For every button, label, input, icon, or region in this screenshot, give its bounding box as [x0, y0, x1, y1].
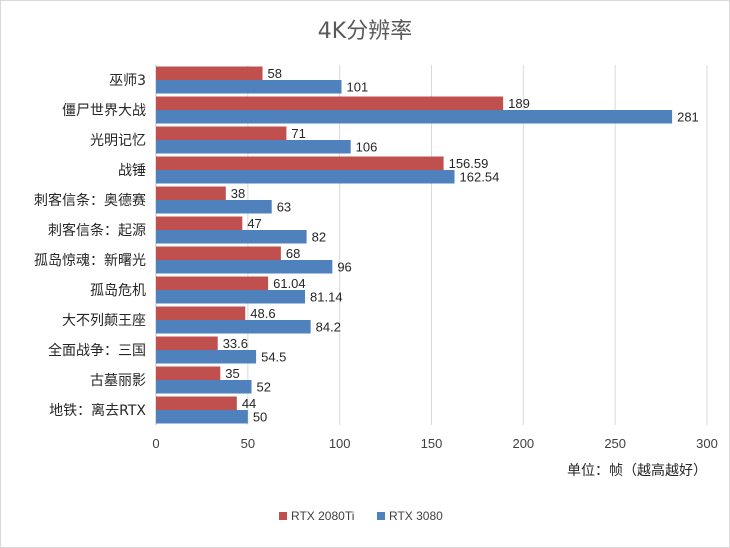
category-label: 大不列颠王座 [62, 313, 146, 329]
bar-rtx-3080 [156, 110, 673, 124]
bar-rtx-3080 [156, 320, 311, 334]
grid-lines [155, 65, 708, 425]
data-label: 52 [257, 380, 271, 395]
x-tick-label: 50 [241, 436, 255, 451]
x-tick-label: 200 [512, 436, 534, 451]
category-label: 光明记忆 [90, 133, 146, 149]
legend-swatch [377, 512, 385, 520]
bar-rtx-2080ti [156, 276, 269, 290]
bar-rtx-2080ti [156, 396, 237, 410]
data-label: 48.6 [250, 306, 275, 321]
data-label: 61.04 [273, 276, 306, 291]
x-tick-label: 150 [421, 436, 443, 451]
data-label: 189 [508, 96, 530, 111]
data-label: 68 [286, 246, 300, 261]
data-label: 71 [291, 126, 305, 141]
chart-title: 4K分辨率 [318, 19, 412, 44]
category-labels: 巫师3 僵尸世界大战光明记忆战锤刺客信条：奥德赛刺客信条：起源孤岛惊魂：新曙光孤岛… [34, 73, 146, 419]
data-label: 82 [312, 230, 326, 245]
data-label: 156.59 [449, 156, 489, 171]
bar-rtx-2080ti [156, 186, 226, 200]
data-label: 162.54 [460, 170, 500, 185]
bar-rtx-3080 [156, 170, 455, 184]
bar-rtx-3080 [156, 410, 248, 424]
bar-rtx-2080ti [156, 66, 263, 80]
bar-rtx-3080 [156, 80, 342, 94]
data-label: 63 [277, 200, 291, 215]
bar-rtx-2080ti [156, 306, 246, 320]
category-label: 全面战争：三国 [48, 342, 146, 359]
bar-rtx-3080 [156, 350, 257, 364]
x-tick-label: 0 [152, 436, 159, 451]
bar-rtx-3080 [156, 200, 272, 214]
data-label: 38 [231, 186, 245, 201]
bar-rtx-2080ti [156, 246, 281, 260]
data-label: 96 [337, 260, 351, 275]
category-label: 刺客信条：起源 [48, 222, 146, 239]
bar-rtx-2080ti [156, 336, 218, 350]
legend-label: RTX 2080Ti [291, 509, 354, 523]
data-label: 50 [253, 410, 267, 425]
category-label: 孤岛危机 [90, 283, 146, 299]
bar-rtx-2080ti [156, 126, 287, 140]
bar-rtx-3080 [156, 140, 351, 154]
data-label: 47 [247, 216, 261, 231]
data-label: 58 [268, 66, 282, 81]
data-label: 81.14 [310, 290, 343, 305]
data-label: 44 [242, 396, 256, 411]
x-tick-label: 100 [329, 436, 351, 451]
category-label: 僵尸世界大战 [62, 103, 146, 119]
category-label: 刺客信条：奥德赛 [34, 192, 146, 209]
data-label: 281 [677, 110, 699, 125]
data-label: 35 [225, 366, 239, 381]
category-label: 战锤 [118, 163, 146, 179]
data-label: 54.5 [261, 350, 286, 365]
bar-rtx-3080 [156, 230, 307, 244]
category-label: 地铁：离去RTX [49, 402, 146, 419]
data-label: 101 [347, 80, 369, 95]
data-label: 84.2 [316, 320, 341, 335]
x-tick-labels: 0 50 100 150 200 250 300 [152, 436, 717, 451]
bar-rtx-2080ti [156, 366, 221, 380]
data-label: 33.6 [223, 336, 248, 351]
category-label: 孤岛惊魂：新曙光 [34, 253, 146, 269]
bar-rtx-2080ti [156, 96, 504, 110]
legend-label: RTX 3080 [389, 509, 443, 523]
bar-rtx-3080 [156, 260, 333, 274]
bar-rtx-2080ti [156, 156, 444, 170]
bar-rtx-3080 [156, 290, 306, 304]
category-label: 古墓丽影 [90, 373, 146, 389]
x-tick-label: 300 [696, 436, 718, 451]
legend-swatch [279, 512, 287, 520]
x-tick-label: 250 [604, 436, 626, 451]
legend: RTX 2080Ti RTX 3080 [279, 509, 443, 523]
bar-rtx-2080ti [156, 216, 243, 230]
bar-rtx-3080 [156, 380, 252, 394]
x-axis-label: 单位：帧（越高越好） [567, 462, 707, 479]
data-label: 106 [356, 140, 378, 155]
category-label: 巫师3 [109, 73, 146, 89]
